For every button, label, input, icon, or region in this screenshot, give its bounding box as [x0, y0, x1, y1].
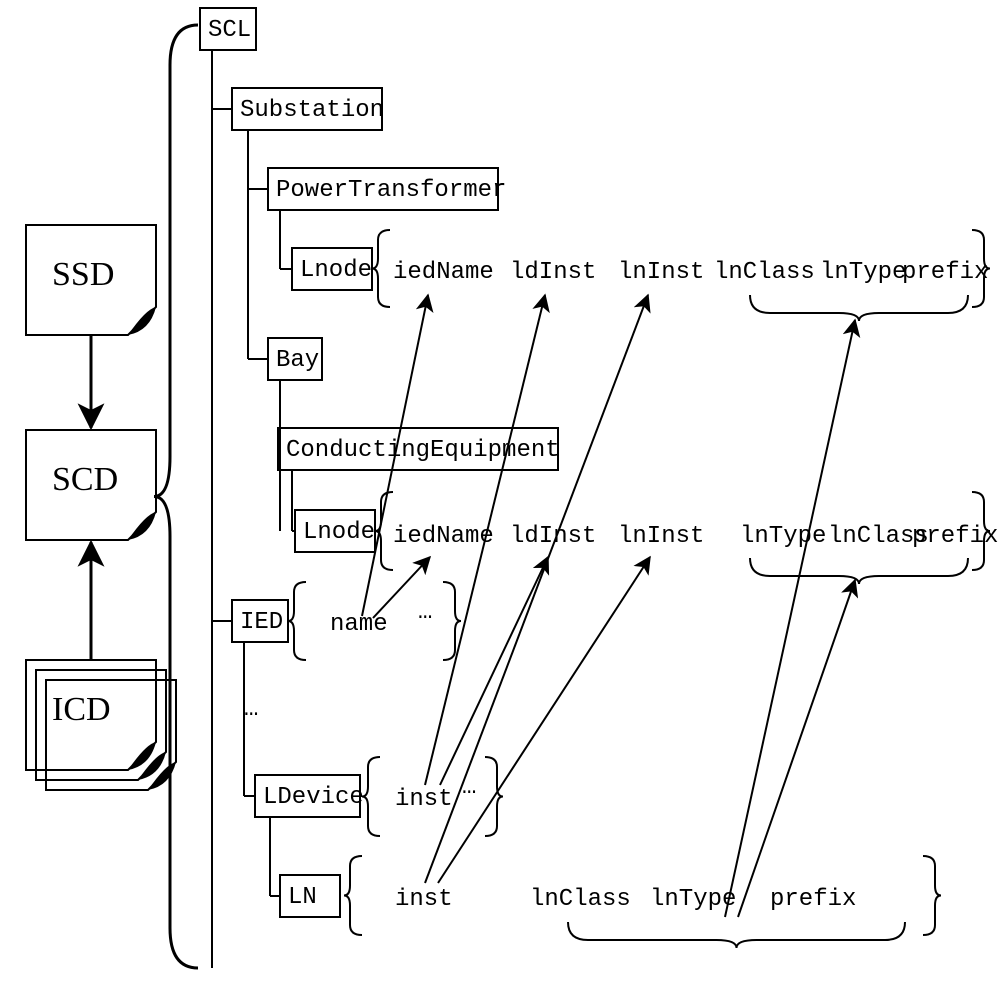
- rel-arrow-6: [725, 320, 855, 917]
- attr-row2-0: iedName: [393, 523, 494, 550]
- icd-label: ICD: [52, 691, 111, 728]
- attr-row1-0: iedName: [393, 259, 494, 286]
- brace-0: [372, 230, 390, 307]
- ellipsis-2: …: [244, 696, 258, 723]
- attr-ldev-0: inst: [395, 786, 453, 813]
- scd-doc-fold: [128, 512, 156, 540]
- node-substation-label: Substation: [240, 97, 384, 124]
- brace-9: [923, 856, 941, 935]
- ssd-doc-fold: [128, 307, 156, 335]
- main-brace: [154, 25, 198, 968]
- node-ln-label: LN: [288, 884, 317, 911]
- underbrace-2: [568, 922, 905, 948]
- attr-row1-3: lnClass: [714, 259, 815, 286]
- scd-label: SCD: [52, 461, 118, 498]
- brace-8: [344, 856, 362, 935]
- attr-ied-0: name: [330, 611, 388, 638]
- underbrace-0: [750, 295, 968, 321]
- ssd-label: SSD: [52, 256, 114, 293]
- node-lnode1-label: Lnode: [300, 257, 372, 284]
- node-scl-label: SCL: [208, 17, 251, 44]
- attr-row2-2: lnInst: [618, 523, 704, 550]
- brace-6: [362, 757, 380, 836]
- node-ied-label: IED: [240, 609, 283, 636]
- attr-row2-5: prefix: [912, 523, 998, 550]
- rel-arrow-4: [425, 295, 648, 883]
- attr-row1-5: prefix: [902, 259, 988, 286]
- brace-2: [375, 492, 393, 570]
- node-ldevice-label: LDevice: [263, 784, 364, 811]
- underbrace-1: [750, 558, 968, 584]
- node-bay-label: Bay: [276, 347, 319, 374]
- attr-row1-1: ldInst: [510, 259, 596, 286]
- attr-ln-1: lnClass: [530, 886, 631, 913]
- rel-arrow-3: [440, 557, 548, 785]
- diagram-root: SSD SCD ICD SCL Substation PowerTransformer Ln…: [0, 0, 1000, 997]
- node-conductingEquipment-label: ConductingEquipment: [286, 437, 560, 464]
- attr-row1-4: lnType: [820, 259, 906, 286]
- ellipsis-0: …: [418, 599, 432, 626]
- node-powerTransformer-label: PowerTransformer: [276, 177, 506, 204]
- attr-ln-0: inst: [395, 886, 453, 913]
- attr-ln-3: prefix: [770, 886, 856, 913]
- attr-row2-3: lnType: [740, 523, 826, 550]
- attr-ln-2: lnType: [650, 886, 736, 913]
- attr-row1-2: lnInst: [618, 259, 704, 286]
- node-lnode2-label: Lnode: [303, 519, 375, 546]
- rel-arrow-7: [738, 580, 855, 917]
- brace-4: [288, 582, 306, 660]
